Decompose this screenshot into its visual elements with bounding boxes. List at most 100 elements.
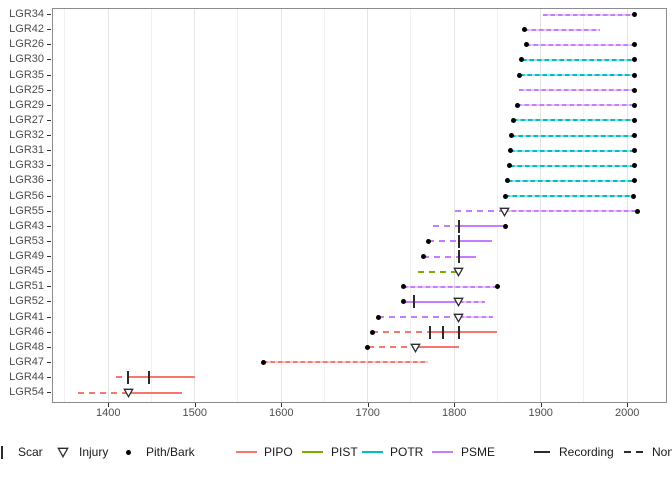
legend-scar-icon	[1, 446, 3, 459]
series-line-open-dashes	[378, 316, 459, 318]
bark-dot	[632, 72, 638, 78]
series-line-dashes	[403, 285, 498, 288]
gridline-major	[453, 9, 455, 402]
y-tick-mark	[47, 29, 51, 31]
series-line-solid	[403, 300, 459, 303]
y-tick-mark	[47, 301, 51, 303]
x-tick-label: 1500	[182, 407, 207, 419]
y-tick-mark	[47, 256, 51, 258]
y-axis-label: LGR45	[9, 265, 44, 278]
pith-dot	[400, 284, 406, 290]
gridline-major	[367, 9, 369, 402]
x-tick-mark	[540, 403, 542, 407]
legend-pith-icon	[126, 450, 131, 455]
series-line-dashes	[513, 119, 635, 122]
legend-label: PIST	[331, 445, 358, 459]
y-axis-label: LGR48	[9, 340, 44, 353]
y-axis-label: LGR41	[9, 310, 44, 323]
injury-marker	[453, 267, 464, 278]
legend-label: Injury	[79, 445, 109, 459]
series-line-dashes	[519, 74, 635, 77]
series-line-open-dashes	[372, 331, 430, 334]
series-line-open-dashes	[428, 240, 459, 243]
y-tick-mark	[47, 225, 51, 227]
gridline-minor	[410, 9, 412, 402]
y-axis-label: LGR34	[9, 8, 44, 21]
y-axis-label: LGR43	[9, 219, 44, 232]
bark-dot	[632, 178, 638, 184]
bark-dot	[632, 133, 638, 139]
y-axis-label: LGR47	[9, 355, 44, 368]
series-line-dashes	[510, 149, 635, 152]
y-tick-mark	[47, 271, 51, 273]
series-line-open-dashes	[455, 210, 505, 213]
gridline-minor	[496, 9, 498, 402]
bark-dot	[632, 87, 638, 93]
pith-dot	[519, 57, 525, 63]
x-tick-label: 2000	[614, 407, 640, 419]
y-axis-label: LGR46	[9, 325, 44, 338]
y-axis-label: LGR27	[9, 113, 44, 126]
series-line-open-dashes	[433, 225, 459, 228]
y-axis-label: LGR29	[9, 98, 44, 111]
y-tick-mark	[47, 376, 51, 378]
x-tick-label: 1700	[355, 407, 380, 419]
series-line-dashes	[543, 13, 635, 16]
x-tick-label: 1600	[268, 407, 294, 419]
bark-dot	[502, 223, 508, 229]
gridline-major	[280, 9, 282, 402]
bark-dot	[632, 102, 638, 108]
bark-dot	[632, 42, 638, 48]
legend-label: PSME	[461, 445, 496, 459]
pith-dot	[365, 344, 371, 350]
y-tick-mark	[47, 14, 51, 16]
y-tick-mark	[47, 150, 51, 152]
plot-panel-border	[52, 8, 667, 403]
series-line-dashes	[507, 179, 635, 182]
series-line-dashes	[511, 134, 635, 137]
y-axis-label: LGR54	[9, 386, 44, 399]
legend-label: POTR	[390, 445, 424, 459]
y-axis-label: LGR33	[9, 159, 44, 172]
y-tick-mark	[47, 316, 51, 318]
y-axis-label: LGR32	[9, 129, 44, 142]
bark-dot	[632, 117, 638, 123]
bark-dot	[632, 57, 638, 63]
pith-dot	[400, 299, 406, 305]
y-axis-label: LGR52	[9, 295, 44, 308]
series-line-dashes	[521, 58, 635, 61]
pith-dot	[375, 314, 381, 320]
legend-label: PIPO	[264, 445, 293, 459]
scar-marker	[457, 219, 460, 233]
series-line-solid	[128, 391, 182, 394]
y-tick-mark	[47, 286, 51, 288]
gridline-major	[540, 9, 542, 402]
x-tick-mark	[367, 403, 369, 407]
legend-label: Non-recording	[652, 445, 672, 459]
scar-marker	[127, 370, 130, 384]
y-axis-label: LGR55	[9, 204, 44, 217]
y-tick-mark	[47, 392, 51, 394]
legend-recording-line-icon	[534, 451, 550, 453]
pith-dot	[505, 178, 511, 184]
y-axis-label: LGR42	[9, 23, 44, 36]
series-line-dashes	[509, 164, 635, 167]
legend-species-line-icon	[432, 451, 453, 453]
y-tick-mark	[47, 240, 51, 242]
pith-dot	[521, 27, 527, 33]
y-axis-label: LGR49	[9, 250, 44, 263]
y-tick-mark	[47, 195, 51, 197]
y-tick-mark	[47, 74, 51, 76]
injury-marker	[409, 343, 421, 353]
series-line-solid	[458, 240, 493, 243]
pith-dot	[507, 163, 513, 169]
scar-marker	[428, 325, 431, 339]
y-axis-label: LGR35	[9, 68, 44, 81]
x-tick-mark	[194, 403, 196, 407]
series-line-dashes	[526, 43, 635, 46]
y-tick-mark	[47, 165, 51, 167]
y-axis-label: LGR56	[9, 189, 44, 202]
series-line-open-dashes	[423, 255, 459, 258]
gridline-minor	[237, 9, 239, 402]
